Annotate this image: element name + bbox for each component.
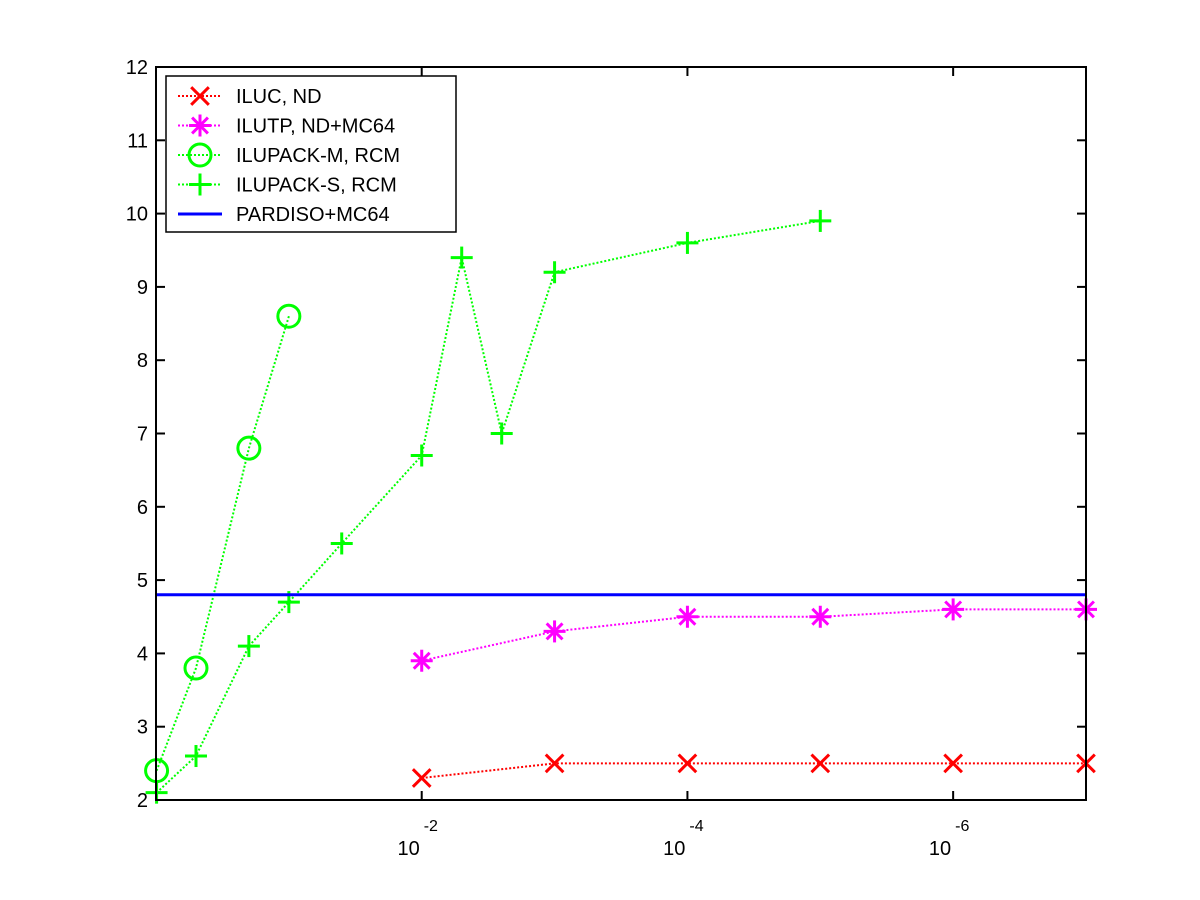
y-tick-label: 8 xyxy=(137,350,148,372)
data-point-ilupack-s-rcm xyxy=(410,444,433,467)
y-tick-label: 6 xyxy=(137,497,148,519)
y-tick-label: 2 xyxy=(137,790,148,812)
y-tick-label: 10 xyxy=(126,204,148,226)
legend: ILUC, ND ILUTP, ND+MC64 ILUPACK-M, RCM ILUP… xyxy=(165,75,457,233)
x-tick-label-base: 10 xyxy=(663,838,685,860)
legend-label-pardiso-mc64: PARDISO+MC64 xyxy=(236,204,390,226)
x-tick-label-exponent: -2 xyxy=(424,818,438,835)
legend-label-ilupack-s-rcm: ILUPACK-S, RCM xyxy=(236,175,397,197)
data-point-ilutp-nd-mc64 xyxy=(942,598,965,621)
y-tick-label: 9 xyxy=(137,277,148,299)
data-point-iluc-nd xyxy=(943,753,964,774)
data-point-ilupack-s-rcm xyxy=(676,231,699,254)
data-point-ilutp-nd-mc64 xyxy=(676,605,699,628)
y-tick-label: 12 xyxy=(126,57,148,79)
x-tick-label-exponent: -6 xyxy=(955,818,969,835)
data-point-ilupack-m-rcm xyxy=(276,303,302,329)
y-tick-label: 5 xyxy=(137,570,148,592)
data-point-ilutp-nd-mc64 xyxy=(410,649,433,672)
data-point-ilupack-m-rcm xyxy=(236,435,262,461)
y-tick-label: 7 xyxy=(137,424,148,446)
data-point-ilupack-s-rcm xyxy=(184,745,207,768)
legend-marker-ilutp-nd-mc64 xyxy=(189,114,211,137)
data-point-ilupack-s-rcm xyxy=(450,246,473,269)
data-point-ilupack-s-rcm xyxy=(809,209,832,232)
series-line-ilupack-m-rcm xyxy=(155,315,290,772)
data-point-ilupack-m-rcm xyxy=(183,655,209,681)
data-point-ilupack-s-rcm xyxy=(543,261,566,284)
y-tick-label: 4 xyxy=(137,643,148,665)
legend-item-ilupack-s-rcm: ILUPACK-S, RCM xyxy=(178,173,397,197)
x-tick-label-exponent: -4 xyxy=(689,818,703,835)
legend-label-ilutp-nd-mc64: ILUTP, ND+MC64 xyxy=(236,116,395,138)
data-point-ilutp-nd-mc64 xyxy=(543,620,566,643)
legend-marker-ilupack-s-rcm xyxy=(189,173,211,196)
y-tick-label: 11 xyxy=(127,130,148,152)
legend-item-ilupack-m-rcm: ILUPACK-M, RCM xyxy=(178,142,400,168)
data-point-iluc-nd xyxy=(677,753,698,774)
legend-label-iluc-nd: ILUC, ND xyxy=(236,86,322,108)
legend-item-ilutp-nd-mc64: ILUTP, ND+MC64 xyxy=(178,114,395,138)
y-tick-label: 3 xyxy=(137,717,148,739)
series-ilupack-m-rcm xyxy=(144,303,302,784)
data-point-iluc-nd xyxy=(810,753,831,774)
data-point-ilupack-s-rcm xyxy=(237,635,260,658)
series-line-iluc-nd xyxy=(421,762,1086,779)
legend-item-iluc-nd: ILUC, ND xyxy=(178,86,322,108)
data-point-iluc-nd xyxy=(411,768,432,788)
data-point-ilutp-nd-mc64 xyxy=(809,605,832,628)
data-point-iluc-nd xyxy=(544,753,565,774)
data-point-ilupack-s-rcm xyxy=(490,422,513,445)
x-tick-label-base: 10 xyxy=(929,838,951,860)
series-line-ilutp-nd-mc64 xyxy=(421,608,1086,662)
legend-item-pardiso-mc64: PARDISO+MC64 xyxy=(178,204,390,226)
x-tick-label-base: 10 xyxy=(397,838,419,860)
legend-marker-iluc-nd xyxy=(190,86,210,106)
data-point-ilupack-s-rcm xyxy=(330,532,353,555)
legend-marker-ilupack-m-rcm xyxy=(187,142,213,168)
legend-label-ilupack-m-rcm: ILUPACK-M, RCM xyxy=(236,145,400,167)
